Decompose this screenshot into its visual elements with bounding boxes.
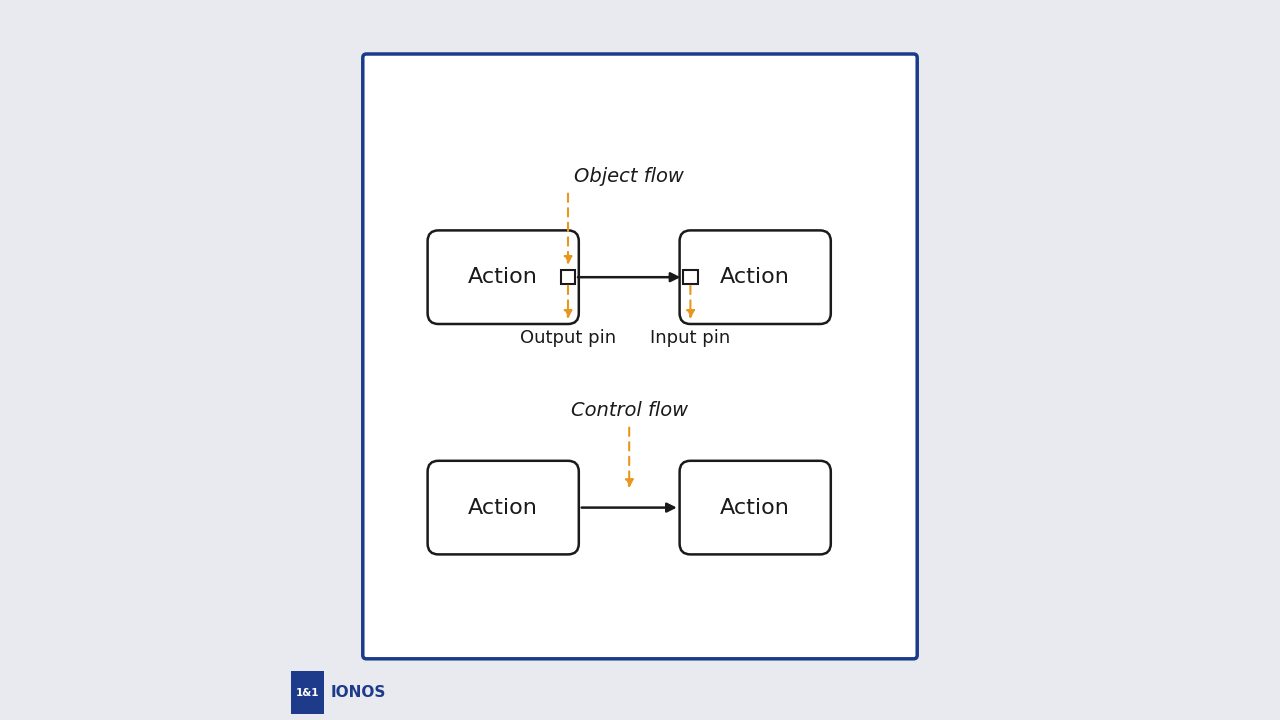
FancyBboxPatch shape bbox=[428, 230, 579, 324]
Text: Action: Action bbox=[721, 498, 790, 518]
Text: Control flow: Control flow bbox=[571, 401, 687, 420]
Text: IONOS: IONOS bbox=[332, 685, 387, 700]
Text: Action: Action bbox=[468, 267, 538, 287]
Text: 1&1: 1&1 bbox=[296, 688, 319, 698]
Text: Input pin: Input pin bbox=[650, 330, 731, 348]
Text: Object flow: Object flow bbox=[575, 167, 684, 186]
Bar bbox=[561, 270, 575, 284]
Text: Action: Action bbox=[721, 267, 790, 287]
Text: Action: Action bbox=[468, 498, 538, 518]
FancyBboxPatch shape bbox=[362, 54, 918, 659]
FancyBboxPatch shape bbox=[428, 461, 579, 554]
Bar bbox=[684, 270, 698, 284]
FancyBboxPatch shape bbox=[291, 671, 324, 714]
Text: Output pin: Output pin bbox=[520, 330, 616, 348]
FancyBboxPatch shape bbox=[680, 461, 831, 554]
FancyBboxPatch shape bbox=[680, 230, 831, 324]
